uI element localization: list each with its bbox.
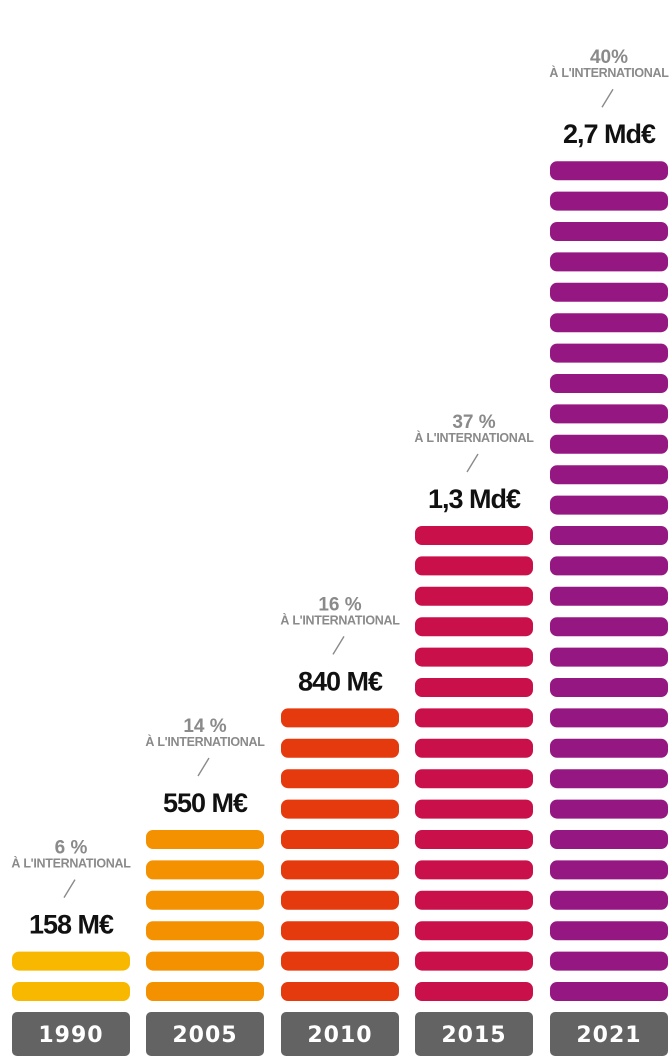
- bar-segment-2010: [281, 982, 399, 1001]
- year-block-2010: [281, 1012, 399, 1056]
- slash-divider: [332, 636, 345, 655]
- bar-segment-2015: [415, 586, 533, 606]
- bar-segment-2021: [550, 556, 668, 576]
- bar-segment-2010: [281, 708, 399, 728]
- year-block-2021: [550, 1012, 668, 1056]
- bar-segment-2015: [415, 769, 533, 789]
- bar-segment-2015: [415, 708, 533, 728]
- slash-divider: [466, 453, 479, 473]
- bar-segment-1990: [12, 982, 130, 1001]
- bar-segment-2021: [550, 374, 668, 393]
- bar-segment-2021: [550, 799, 668, 819]
- bar-segment-2021: [550, 434, 668, 454]
- bar-segment-2015: [415, 738, 533, 758]
- international-share-1990: 6 %: [55, 838, 88, 859]
- bar-segment-2015: [415, 617, 533, 637]
- bar-segment-2015: [415, 860, 533, 880]
- year-label-2015: 2015: [441, 1023, 506, 1048]
- bar-segment-2021: [550, 982, 668, 1001]
- bar-segment-2010: [281, 799, 399, 819]
- year-label-1990: 1990: [38, 1023, 103, 1048]
- year-label-2021: 2021: [576, 1023, 641, 1048]
- bar-segment-2021: [550, 222, 668, 241]
- bar-segment-2005: [146, 921, 264, 941]
- value-label-2005: 550 M€: [163, 788, 248, 818]
- slash-divider: [601, 88, 614, 108]
- bar-segment-2005: [146, 982, 264, 1001]
- bar-segment-2015: [415, 830, 533, 849]
- bar-segment-2015: [415, 890, 533, 910]
- bar-segment-2021: [550, 951, 668, 971]
- bar-segment-2021: [550, 586, 668, 606]
- value-label-2021: 2,7 Md€: [563, 119, 656, 149]
- bar-segment-2015: [415, 951, 533, 971]
- bar-segment-2021: [550, 313, 668, 333]
- slash-divider: [63, 879, 76, 898]
- year-block-2005: [146, 1012, 264, 1056]
- bar-segment-2021: [550, 921, 668, 941]
- slash-divider: [197, 757, 210, 777]
- bar-segment-2015: [415, 526, 533, 545]
- bar-segment-2010: [281, 890, 399, 910]
- year-label-2010: 2010: [307, 1023, 372, 1048]
- bar-segment-2010: [281, 951, 399, 971]
- international-caption: À L'INTERNATIONAL: [414, 430, 534, 445]
- bar-segment-2005: [146, 830, 264, 849]
- international-share-2021: 40%: [590, 47, 628, 68]
- bar-segment-2010: [281, 769, 399, 789]
- bar-segment-2021: [550, 678, 668, 697]
- bar-segment-2005: [146, 860, 264, 880]
- bar-segment-2021: [550, 738, 668, 758]
- bar-segment-2021: [550, 282, 668, 302]
- bar-segment-2010: [281, 738, 399, 758]
- bar-segment-2021: [550, 647, 668, 667]
- bar-segment-2010: [281, 830, 399, 849]
- bar-segment-2021: [550, 465, 668, 485]
- value-label-2015: 1,3 Md€: [428, 484, 521, 514]
- international-caption: À L'INTERNATIONAL: [280, 612, 400, 627]
- bar-segment-2015: [415, 647, 533, 667]
- bar-segment-2021: [550, 769, 668, 789]
- bar-segment-2015: [415, 799, 533, 819]
- international-caption: À L'INTERNATIONAL: [11, 856, 131, 871]
- bar-segment-2021: [550, 708, 668, 728]
- value-label-2010: 840 M€: [298, 666, 383, 696]
- international-caption: À L'INTERNATIONAL: [549, 65, 669, 80]
- bar-segment-2015: [415, 982, 533, 1001]
- bar-segment-2021: [550, 495, 668, 515]
- bar-segment-1990: [12, 951, 130, 971]
- value-label-1990: 158 M€: [29, 910, 114, 940]
- bar-segment-2021: [550, 191, 668, 211]
- bar-segment-2015: [415, 678, 533, 697]
- bar-segment-2021: [550, 161, 668, 181]
- bar-segment-2021: [550, 890, 668, 910]
- bar-segment-2005: [146, 890, 264, 910]
- international-share-2010: 16 %: [318, 594, 361, 615]
- bar-segment-2015: [415, 921, 533, 941]
- year-label-2005: 2005: [172, 1023, 237, 1048]
- bar-segment-2021: [550, 252, 668, 272]
- bar-segment-2010: [281, 921, 399, 941]
- bar-segment-2005: [146, 951, 264, 971]
- international-share-2005: 14 %: [183, 716, 226, 737]
- bar-segment-2021: [550, 526, 668, 545]
- international-share-2015: 37 %: [452, 412, 495, 433]
- bar-segment-2021: [550, 860, 668, 880]
- year-block-2015: [415, 1012, 533, 1056]
- bar-segment-2021: [550, 617, 668, 637]
- international-caption: À L'INTERNATIONAL: [145, 734, 265, 749]
- bar-segment-2021: [550, 404, 668, 424]
- year-block-1990: [12, 1012, 130, 1056]
- bar-segment-2010: [281, 860, 399, 880]
- bar-segment-2015: [415, 556, 533, 576]
- bar-segment-2021: [550, 343, 668, 363]
- bar-segment-2021: [550, 830, 668, 849]
